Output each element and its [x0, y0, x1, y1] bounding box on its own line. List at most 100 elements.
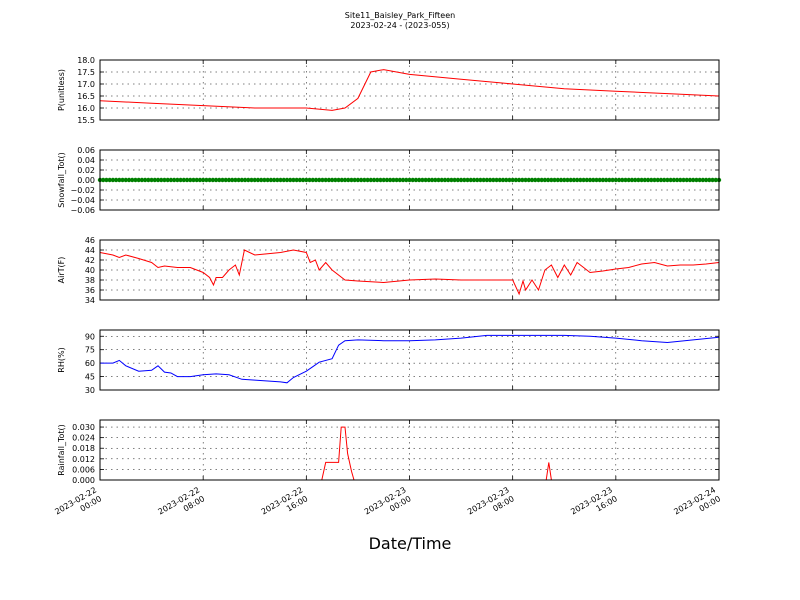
y-tick-label: −0.02: [70, 186, 95, 195]
snowfall-point: [591, 177, 596, 183]
x-tick-label: 2023-02-2200:00: [53, 485, 103, 525]
snowfall-point: [420, 177, 425, 183]
snowfall-point: [175, 177, 180, 183]
chart-title: Site11_Baisley_Park_Fifteen: [344, 11, 456, 20]
snowfall-point: [104, 177, 109, 183]
snowfall-point: [700, 177, 706, 183]
y-tick-label: 0.012: [72, 455, 95, 464]
snowfall-point: [423, 177, 428, 183]
snowfall-point: [513, 177, 519, 183]
snowfall-point: [429, 177, 435, 183]
series-line-0: [99, 69, 720, 111]
y-axis-label: AirT(F): [57, 257, 66, 284]
snowfall-point: [516, 177, 522, 183]
snowfall-point: [523, 177, 528, 183]
y-tick-label: 0.018: [72, 444, 95, 453]
series-line-2: [99, 249, 720, 296]
snowfall-point: [426, 177, 432, 183]
snowfall-point: [252, 177, 257, 183]
snowfall-point: [223, 177, 228, 183]
y-tick-label: 44: [85, 246, 95, 255]
snowfall-point: [445, 177, 451, 183]
snowfall-point: [539, 177, 544, 183]
snowfall-point: [649, 177, 654, 183]
x-tick-label: 2023-02-2308:00: [466, 485, 516, 525]
y-tick-label: −0.06: [70, 206, 95, 215]
snowfall-point: [404, 177, 409, 183]
snowfall-point: [545, 177, 551, 183]
snowfall-point: [684, 177, 689, 183]
snowfall-point: [452, 177, 457, 183]
snowfall-point: [610, 177, 615, 183]
snowfall-point: [694, 177, 699, 183]
snowfall-point: [342, 177, 348, 183]
snowfall-point: [284, 177, 290, 183]
y-tick-label: −0.04: [70, 196, 95, 205]
axes-frame: [99, 419, 720, 481]
snowfall-point: [378, 177, 383, 183]
x-axis-label: Date/Time: [368, 534, 452, 553]
snowfall-point: [703, 177, 709, 183]
snowfall-point: [558, 177, 564, 183]
series-line-3: [100, 334, 720, 384]
snowfall-point: [397, 177, 403, 183]
y-tick-label: 0.030: [72, 423, 95, 432]
snowfall-point: [107, 177, 112, 183]
snowfall-point: [542, 177, 548, 183]
snowfall-point: [265, 177, 270, 183]
y-axis-label: Rainfall_Tot(): [57, 424, 66, 476]
y-tick-label: 40: [85, 266, 95, 275]
y-tick-label: 16.5: [77, 92, 95, 101]
x-tick-label: 2023-02-2300:00: [363, 485, 413, 525]
snowfall-point: [142, 177, 148, 183]
y-axis-label: P(unitless): [57, 69, 66, 111]
snowfall-point: [416, 177, 422, 183]
y-tick-label: 17.0: [77, 80, 95, 89]
snowfall-point: [375, 177, 380, 183]
snowfall-point: [655, 177, 660, 183]
snowfall-point: [658, 177, 664, 183]
snowfall-point: [526, 177, 531, 183]
snowfall-point: [710, 177, 715, 183]
snowfall-point: [200, 177, 206, 183]
snowfall-point: [671, 177, 677, 183]
snowfall-point: [333, 177, 338, 183]
snowfall-point: [478, 177, 483, 183]
snowfall-point: [491, 177, 496, 183]
snowfall-point: [229, 177, 235, 183]
snowfall-point: [603, 177, 609, 183]
y-tick-label: 0.000: [72, 476, 95, 485]
snowfall-point: [562, 177, 567, 183]
snowfall-point: [510, 177, 515, 183]
snowfall-point: [381, 177, 386, 183]
snowfall-point: [613, 177, 619, 183]
y-tick-label: 75: [85, 346, 95, 355]
snowfall-point: [184, 177, 190, 183]
snowfall-point: [226, 177, 232, 183]
snowfall-point: [171, 177, 177, 183]
snowfall-point: [120, 177, 125, 183]
snowfall-point: [368, 177, 374, 183]
y-tick-label: 90: [85, 332, 95, 341]
x-tick-label: 2023-02-2316:00: [569, 485, 619, 525]
snowfall-point: [632, 177, 638, 183]
snowfall-point: [384, 177, 390, 183]
snowfall-point: [149, 177, 154, 183]
y-tick-label: 34: [85, 296, 95, 305]
snowfall-point: [130, 177, 135, 183]
snowfall-point: [210, 177, 216, 183]
snowfall-point: [468, 177, 473, 183]
snowfall-point: [565, 177, 570, 183]
snowfall-point: [645, 177, 651, 183]
snowfall-point: [410, 177, 415, 183]
snowfall-point: [255, 177, 261, 183]
snowfall-point: [159, 177, 164, 183]
snowfall-point: [475, 177, 480, 183]
snowfall-point: [326, 177, 332, 183]
y-tick-label: 36: [85, 286, 95, 295]
snowfall-point: [352, 177, 357, 183]
snowfall-point: [258, 177, 264, 183]
snowfall-point: [300, 177, 306, 183]
snowfall-point: [113, 177, 119, 183]
